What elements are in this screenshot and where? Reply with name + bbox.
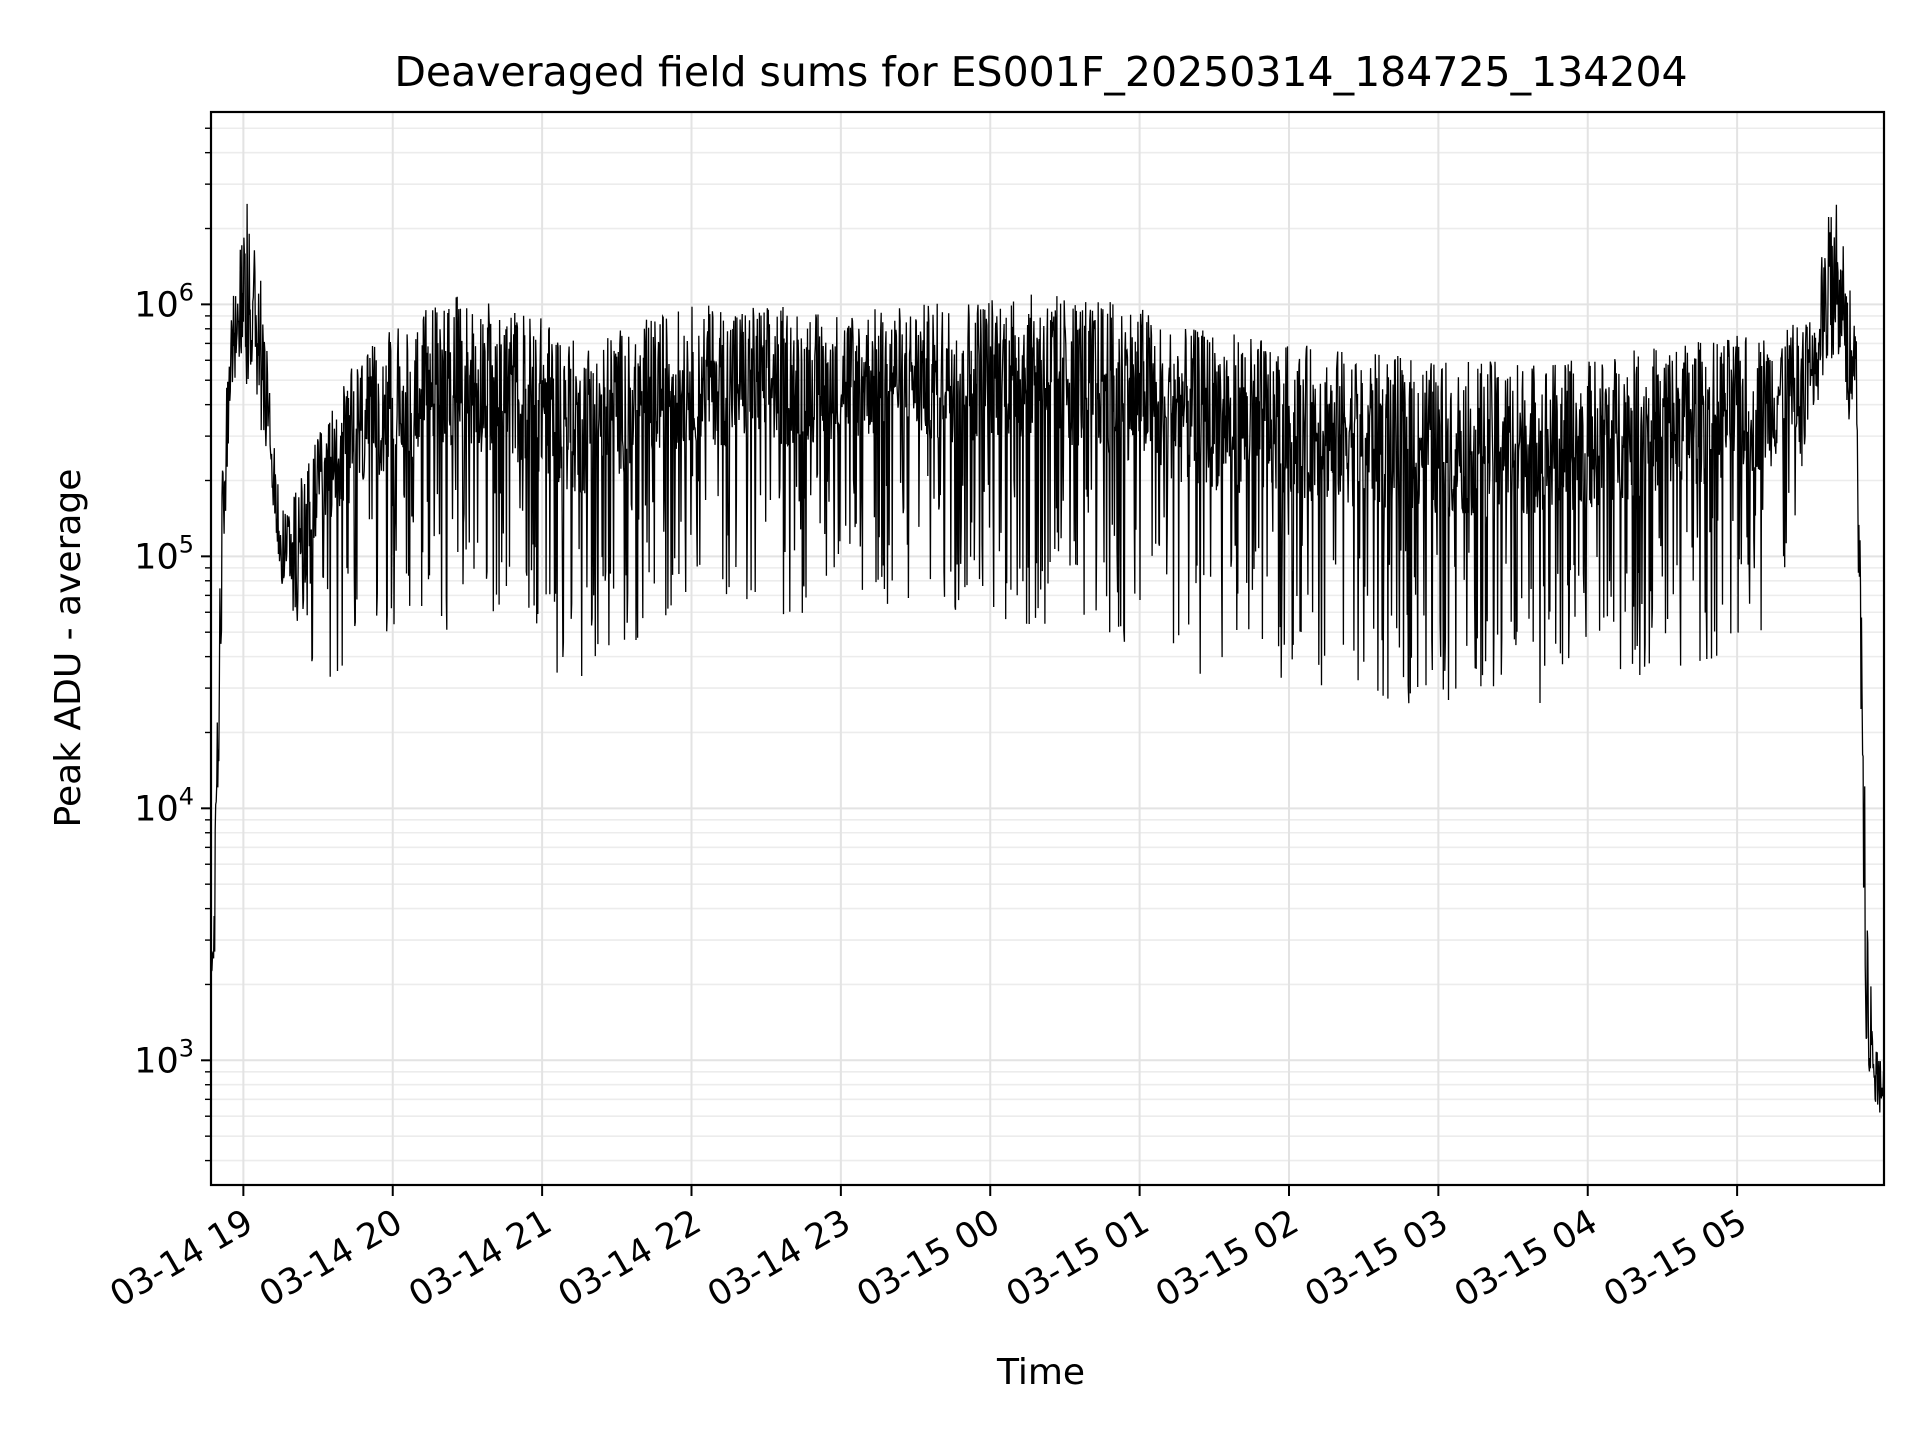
grid-lines	[211, 112, 1884, 1185]
y-tick-exponent: 5	[179, 530, 194, 558]
series-path	[210, 203, 1885, 1113]
y-tick-label: 105	[134, 530, 194, 577]
y-tick-base: 10	[134, 789, 179, 829]
y-tick-base: 10	[134, 537, 179, 577]
y-tick-exponent: 3	[179, 1034, 194, 1062]
y-tick-label: 106	[134, 278, 194, 325]
y-tick-exponent: 4	[179, 782, 194, 810]
y-tick-label: 104	[134, 782, 194, 829]
chart-title: Deaveraged field sums for ES001F_2025031…	[394, 48, 1687, 96]
x-axis-label: Time	[996, 1352, 1085, 1393]
series-line	[210, 203, 1885, 1113]
plot-frame	[209, 110, 1886, 1187]
y-tick-base: 10	[134, 285, 179, 325]
y-tick-base: 10	[134, 1041, 179, 1081]
y-tick-label: 103	[134, 1034, 194, 1081]
y-axis-label: Peak ADU - average	[48, 469, 89, 828]
y-tick-exponent: 6	[179, 278, 194, 306]
